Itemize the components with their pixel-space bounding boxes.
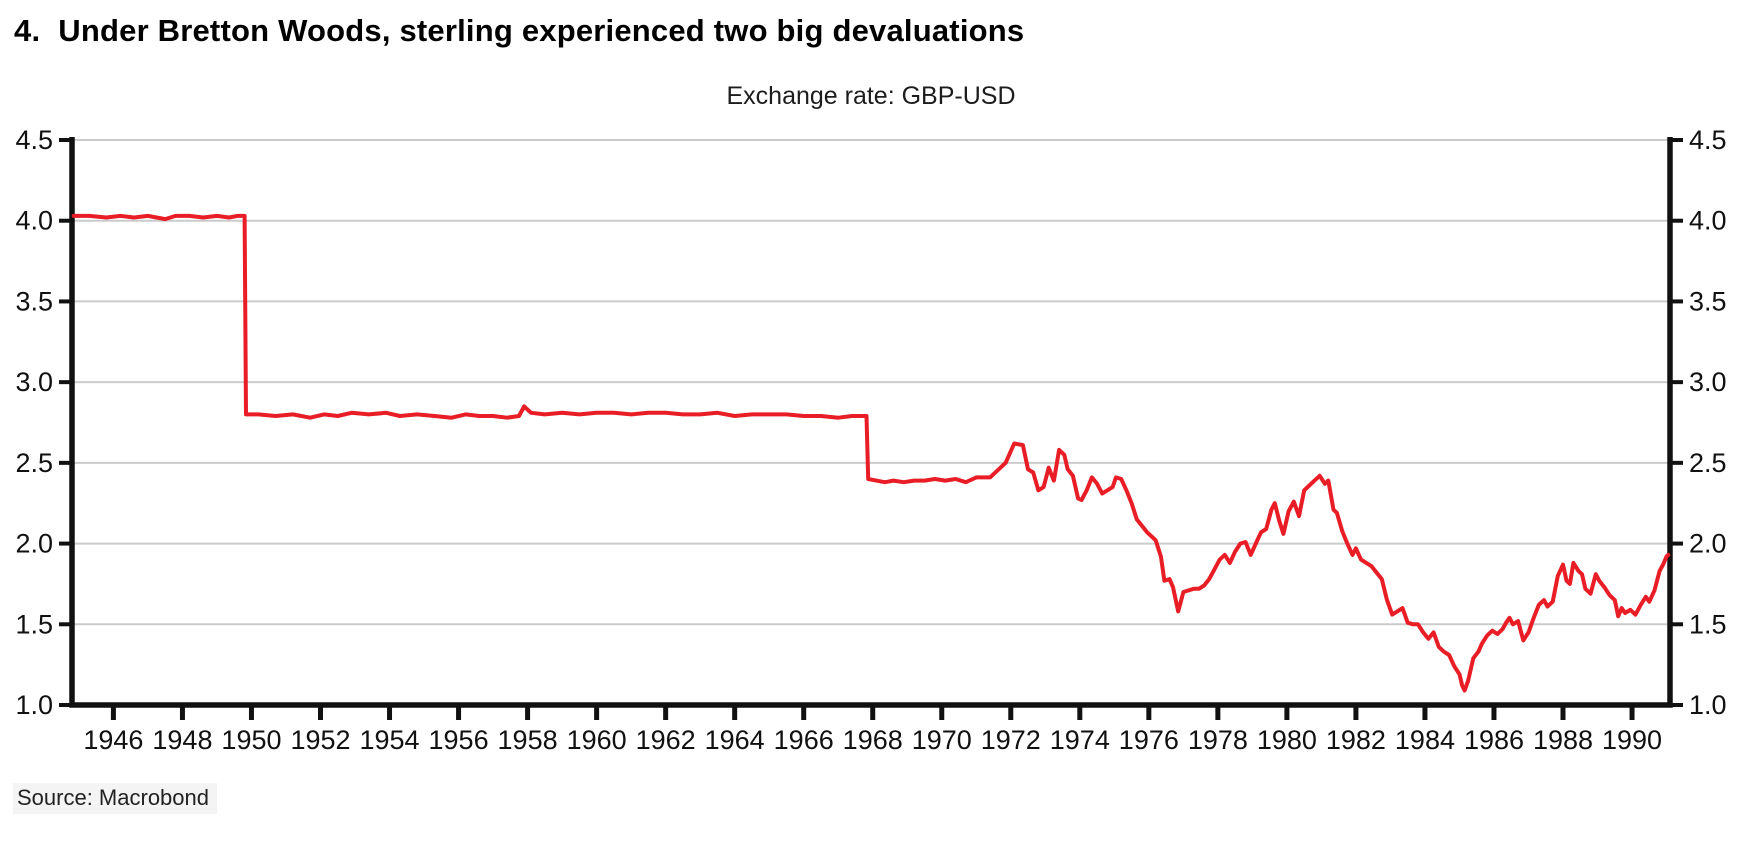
source-label: Source: Macrobond [13, 783, 217, 814]
exchange-rate-line [71, 213, 1671, 693]
x-tick-label: 1974 [1050, 725, 1110, 755]
x-tick-label: 1968 [843, 725, 903, 755]
x-tick-label: 1988 [1533, 725, 1593, 755]
x-tick-label: 1958 [498, 725, 558, 755]
y-tick-label-right: 1.5 [1689, 609, 1727, 639]
y-tick-label-left: 1.5 [15, 609, 53, 639]
y-tick-label-right: 3.0 [1689, 367, 1727, 397]
y-tick-label-left: 3.0 [15, 367, 53, 397]
x-tick-label: 1950 [221, 725, 281, 755]
x-tick-label: 1982 [1326, 725, 1386, 755]
y-tick-label-left: 4.0 [15, 206, 53, 236]
x-tick-label: 1956 [429, 725, 489, 755]
y-tick-label-left: 2.0 [15, 529, 53, 559]
x-tick-label: 1986 [1464, 725, 1524, 755]
y-tick-label-right: 3.5 [1689, 286, 1727, 316]
y-tick-label-right: 4.5 [1689, 125, 1727, 155]
heading-number: 4. [14, 13, 41, 48]
heading-text: Under Bretton Woods, sterling experience… [58, 13, 1025, 48]
x-tick-label: 1984 [1395, 725, 1455, 755]
x-tick-label: 1964 [705, 725, 765, 755]
x-tick-label: 1970 [912, 725, 972, 755]
chart-subtitle: Exchange rate: GBP-USD [726, 82, 1016, 110]
y-tick-label-left: 2.5 [15, 448, 53, 478]
x-tick-label: 1966 [774, 725, 834, 755]
x-tick-label: 1960 [567, 725, 627, 755]
y-tick-label-right: 2.5 [1689, 448, 1727, 478]
x-tick-label: 1980 [1257, 725, 1317, 755]
x-tick-label: 1978 [1188, 725, 1248, 755]
x-tick-label: 1976 [1119, 725, 1179, 755]
y-tick-label-left: 1.0 [15, 690, 53, 720]
x-tick-label: 1972 [981, 725, 1041, 755]
y-tick-label-right: 4.0 [1689, 206, 1727, 236]
y-tick-label-right: 2.0 [1689, 529, 1727, 559]
x-tick-label: 1962 [636, 725, 696, 755]
x-tick-label: 1954 [359, 725, 419, 755]
x-tick-label: 1948 [152, 725, 212, 755]
y-tick-label-left: 4.5 [15, 125, 53, 155]
x-tick-label: 1952 [290, 725, 350, 755]
y-tick-label-right: 1.0 [1689, 690, 1727, 720]
x-tick-label: 1990 [1602, 725, 1662, 755]
x-tick-label: 1946 [83, 725, 143, 755]
chart-heading: 4. Under Bretton Woods, sterling experie… [14, 13, 1024, 49]
y-tick-label-left: 3.5 [15, 286, 53, 316]
axis-frame [69, 137, 1673, 708]
